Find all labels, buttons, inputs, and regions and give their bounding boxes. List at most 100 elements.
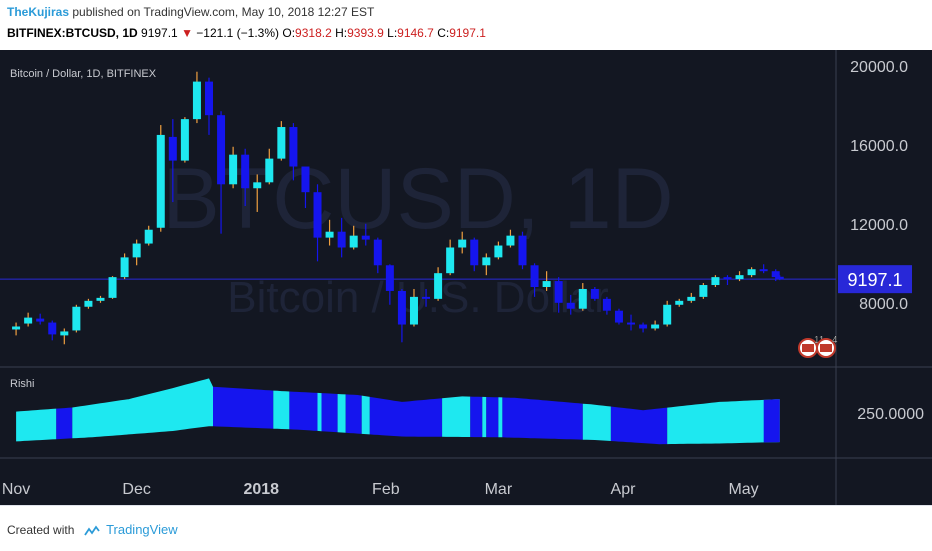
candle-body — [120, 257, 129, 278]
price-tick-label: 16000.0 — [850, 138, 908, 155]
candle-body — [289, 127, 298, 167]
last-price-value: 9197.1 — [141, 26, 178, 40]
candle-body — [60, 331, 69, 336]
close-value: 9197.1 — [449, 26, 486, 40]
change-value: −121.1 (−1.3%) — [196, 26, 280, 40]
candle-body — [627, 322, 636, 325]
indicator-segment-down — [610, 406, 668, 445]
flag-stripes — [820, 344, 832, 352]
candle-body — [277, 127, 286, 159]
candle-body — [554, 281, 563, 303]
indicator-pane-title: Rishi — [10, 378, 34, 390]
publication-line: TheKujiras published on TradingView.com,… — [7, 5, 374, 19]
candle-body — [699, 285, 708, 297]
price-tick-label: 20000.0 — [850, 59, 908, 76]
last-price-badge — [838, 265, 912, 294]
low-value: 9146.7 — [397, 26, 434, 40]
candle-body — [72, 306, 81, 331]
candle-body — [180, 119, 189, 161]
candle-body — [217, 115, 226, 185]
indicator-segment-up — [317, 392, 322, 432]
candle-body — [518, 235, 527, 266]
candle-body — [156, 134, 165, 228]
indicator-segment-down — [289, 391, 318, 431]
created-with-label: Created with — [7, 523, 75, 537]
price-tick-label: 12000.0 — [850, 217, 908, 234]
candle-body — [48, 322, 57, 335]
candle-body — [108, 277, 117, 298]
time-tick-label: 2018 — [243, 481, 279, 498]
candle-body — [349, 235, 358, 248]
indicator-segment-up — [273, 390, 290, 430]
candle-body — [253, 182, 262, 189]
candle-body — [373, 239, 382, 266]
candle-body — [265, 158, 274, 183]
indicator-segment-up — [482, 396, 487, 438]
candle-body — [24, 317, 33, 324]
candle-body — [12, 326, 21, 330]
indicator-segment-up — [667, 399, 780, 445]
author-link[interactable]: TheKujiras — [7, 5, 70, 19]
candle-body — [144, 229, 153, 244]
candle-body — [168, 136, 177, 161]
candle-body — [614, 310, 623, 323]
candle-body — [578, 288, 587, 309]
chart-footer: Created with TradingView — [0, 505, 932, 551]
candle-body — [361, 235, 370, 240]
candle-body — [566, 302, 575, 309]
event-flag-icon[interactable]: 4 — [816, 335, 838, 358]
candle-body — [301, 166, 310, 193]
candle-body — [84, 300, 93, 307]
watermark-description: Bitcoin / U.S. Dollar — [227, 273, 608, 322]
candle-body — [192, 81, 201, 120]
indicator-segment-down — [486, 397, 499, 438]
candle-body — [663, 304, 672, 325]
candle-body — [409, 296, 418, 325]
candle-body — [530, 265, 539, 287]
candle-body — [711, 277, 720, 286]
indicator-segment-up — [16, 408, 57, 442]
tradingview-brand[interactable]: TradingView — [106, 522, 178, 537]
indicator-segment-up — [442, 396, 471, 437]
high-value: 9393.9 — [347, 26, 384, 40]
indicator-segment-down — [470, 396, 483, 438]
candle-body — [470, 239, 479, 266]
candle-body — [458, 239, 467, 248]
change-down-icon: ▼ — [181, 26, 193, 40]
close-label: C: — [437, 26, 450, 40]
candle-body — [723, 277, 732, 280]
indicator-segment-down — [369, 396, 443, 437]
candle-body — [590, 288, 599, 299]
open-label: O: — [282, 26, 296, 40]
flag-stripes — [802, 344, 814, 352]
high-label: H: — [335, 26, 348, 40]
candle-body — [325, 231, 334, 238]
candle-body — [132, 243, 141, 258]
candle-body — [675, 300, 684, 305]
candle-body — [337, 231, 346, 248]
candle-body — [651, 324, 660, 329]
time-tick-label: Apr — [611, 481, 637, 498]
indicator-segment-down — [213, 386, 274, 429]
indicator-segment-down — [321, 393, 338, 433]
indicator-segment-up — [361, 395, 370, 435]
candle-body — [771, 271, 780, 278]
indicator-segment-up — [72, 378, 213, 439]
candle-body — [385, 265, 394, 291]
watermark-symbol: BTCUSD, 1D — [162, 151, 673, 247]
candle-body — [735, 275, 744, 280]
candle-body — [747, 269, 756, 276]
candle-body — [313, 192, 322, 238]
price-tick-label: 8000.0 — [859, 296, 908, 313]
candle-body — [494, 245, 503, 258]
event-count-label: 4 — [832, 335, 838, 346]
tradingview-logo-icon — [83, 525, 100, 536]
indicator-segment-down — [763, 399, 780, 443]
chart-canvas[interactable]: BTCUSD, 1D Bitcoin / U.S. Dollar Bitcoin /… — [0, 50, 932, 505]
indicator-segment-up — [498, 397, 503, 438]
time-tick-label: Dec — [122, 481, 150, 498]
candle-body — [446, 247, 455, 274]
candle-body — [602, 298, 611, 311]
indicator-segment-down — [502, 397, 583, 440]
candle-body — [205, 81, 213, 116]
